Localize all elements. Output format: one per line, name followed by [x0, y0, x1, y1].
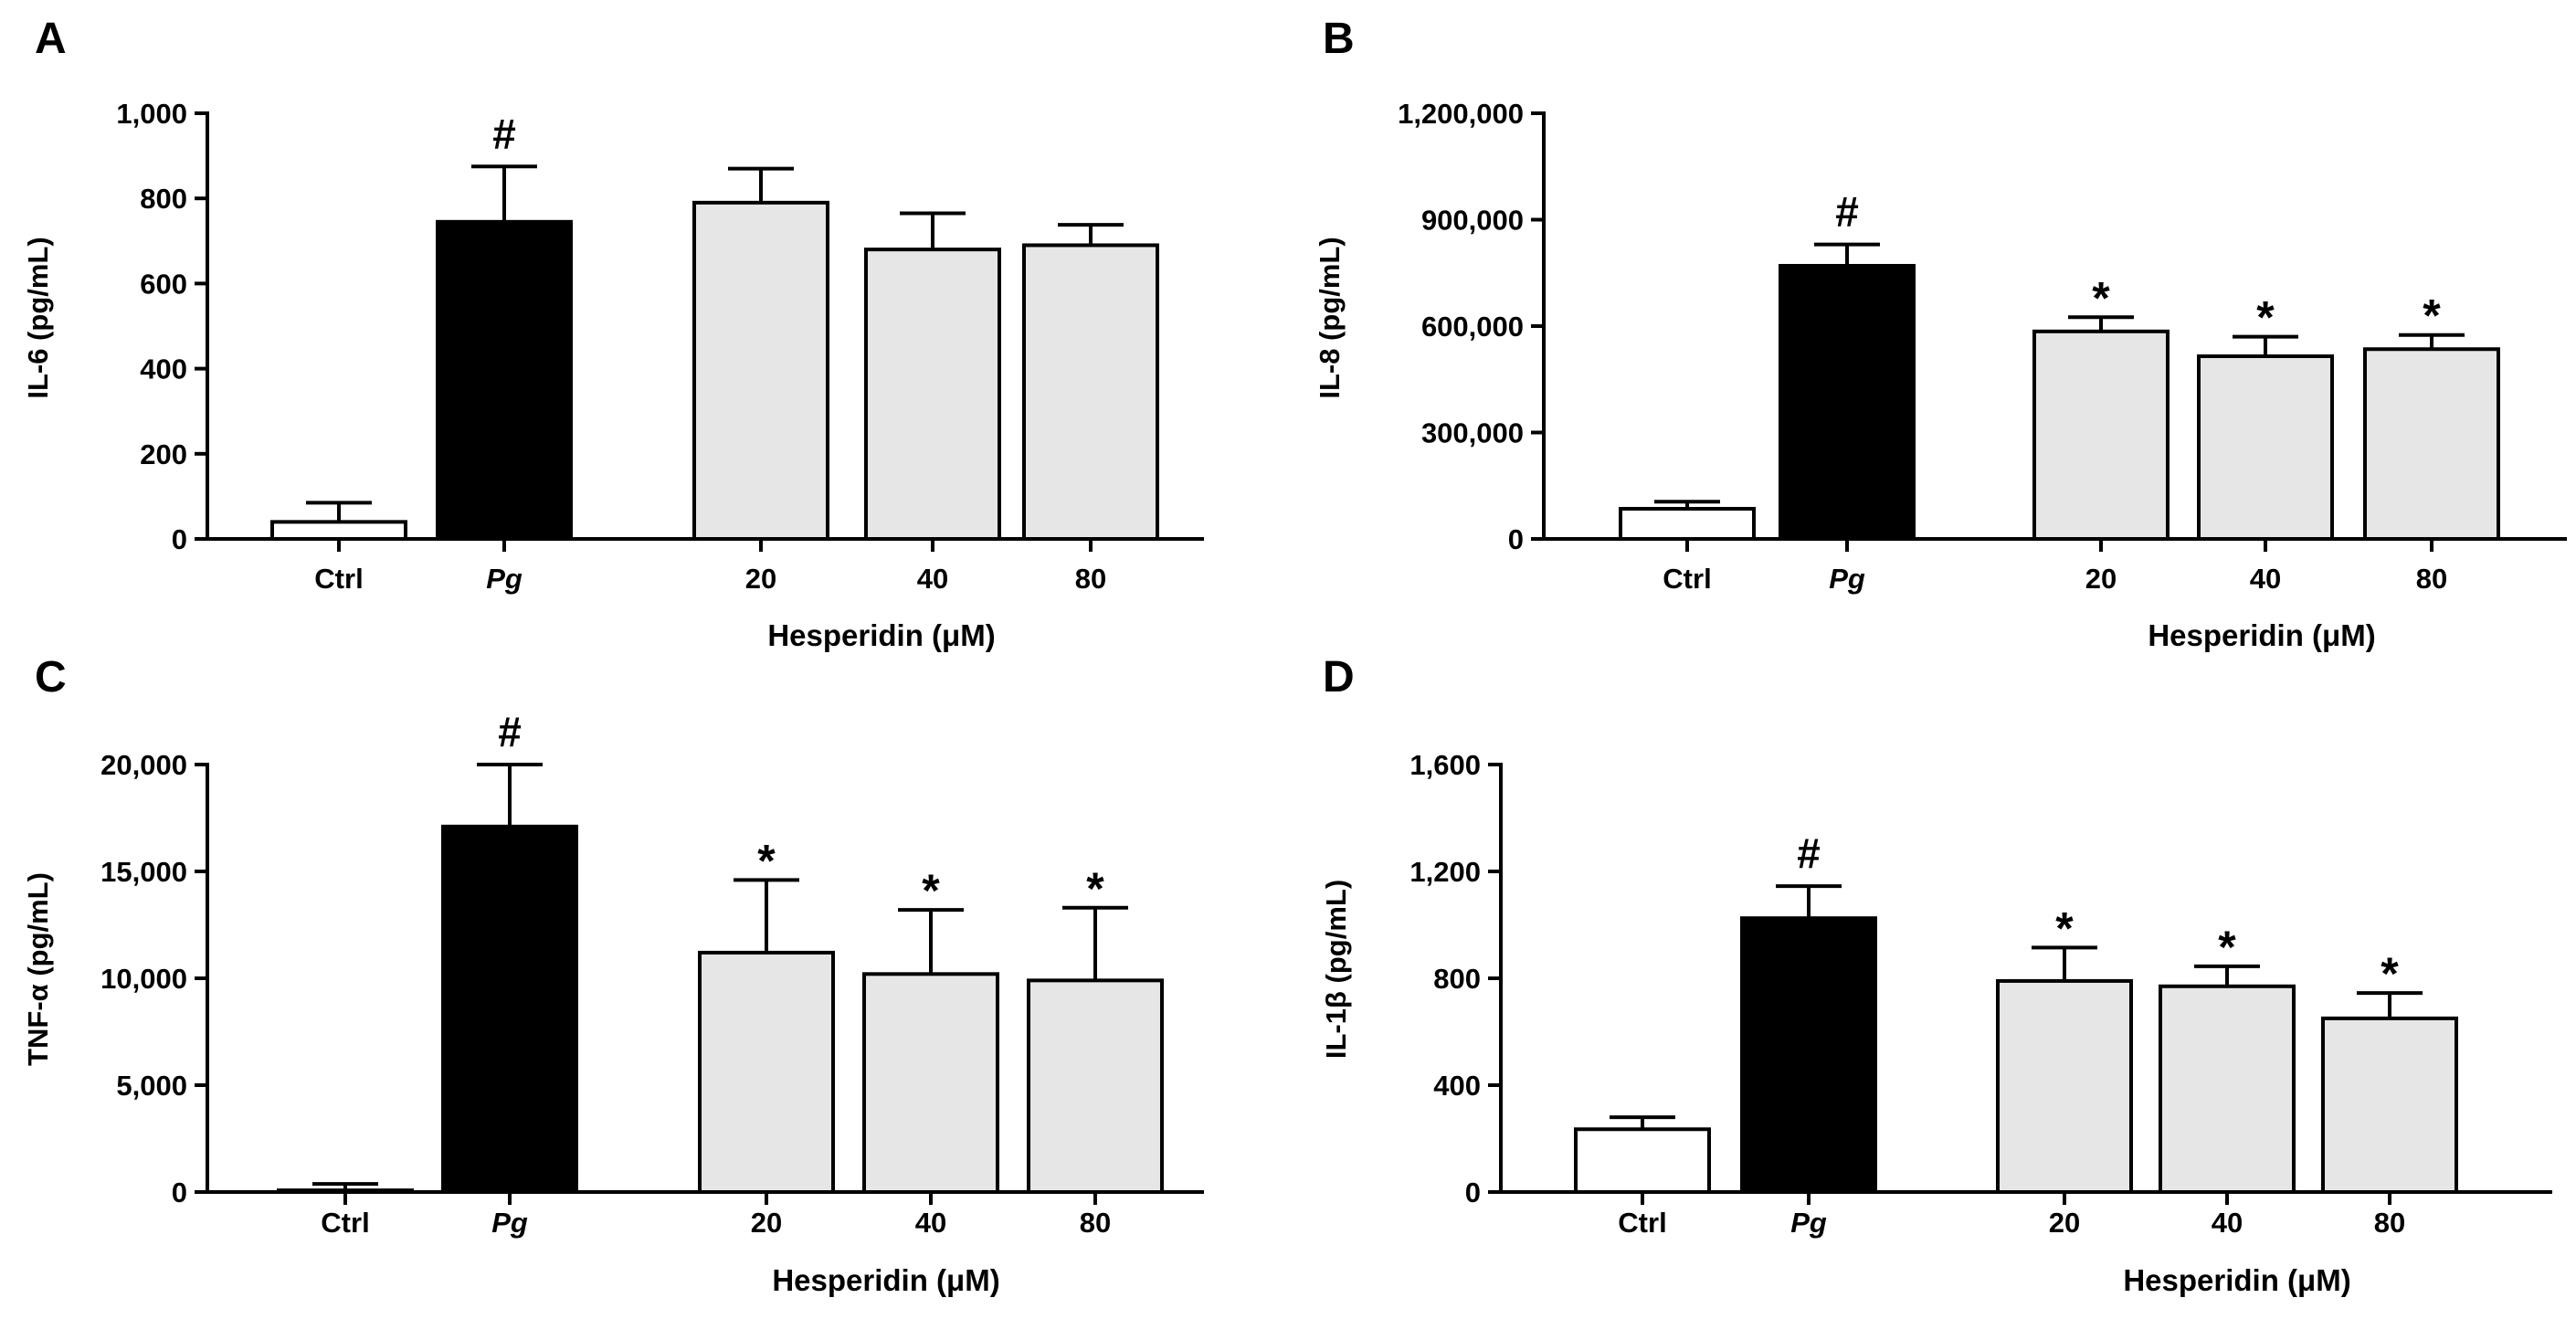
x-tick-label: 40 [2212, 1207, 2243, 1239]
x-tick-label: Ctrl [314, 563, 363, 595]
plot-area: # * * * 0 5,000 10,000 15,000 20,000 Ctrl Pg 20 40 80 [100, 708, 1204, 1239]
y-axis-label: IL-6 (pg/mL) [22, 237, 54, 398]
bar-hesperidin-20 [692, 200, 829, 542]
x-tick-label: Pg [1829, 563, 1865, 595]
significance-asterisk: * [1086, 863, 1104, 914]
x-tick-label: 20 [745, 563, 776, 595]
significance-hash: # [492, 110, 516, 157]
x-axis-label: Hesperidin (μM) [772, 1263, 999, 1297]
significance-asterisk: * [2423, 290, 2441, 342]
bar-hesperidin-40 [2159, 984, 2296, 1194]
y-tick-label: 600,000 [1421, 311, 1524, 343]
bar-hesperidin-20 [698, 950, 835, 1194]
y-tick-label: 1,000 [116, 98, 187, 130]
y-tick-label: 0 [172, 523, 187, 555]
x-tick-label: 20 [2049, 1207, 2080, 1239]
x-tick-label: 20 [751, 1207, 782, 1239]
x-tick-label: Ctrl [321, 1207, 369, 1239]
x-tick-label: 80 [2374, 1207, 2405, 1239]
x-axis-label: Hesperidin (μM) [767, 618, 995, 652]
y-tick-label: 400 [1433, 1070, 1481, 1102]
y-axis-label: IL-8 (pg/mL) [1314, 237, 1346, 398]
x-tick-label: 80 [2416, 563, 2447, 595]
y-tick-label: 15,000 [100, 856, 187, 888]
y-tick-label: 800 [140, 183, 187, 215]
significance-asterisk: * [2218, 922, 2236, 973]
panel-letter: B [1323, 15, 1355, 63]
x-tick-label: 80 [1080, 1207, 1111, 1239]
bar-ctrl [1574, 1127, 1711, 1195]
y-tick-label: 400 [140, 353, 187, 385]
bar-hesperidin-80 [1022, 243, 1159, 541]
y-axis-label: TNF-α (pg/mL) [22, 872, 54, 1066]
y-tick-label: 5,000 [116, 1070, 187, 1102]
y-tick-label: 200 [140, 438, 187, 470]
y-tick-label: 900,000 [1421, 205, 1524, 237]
x-tick-label: Pg [491, 1207, 528, 1239]
x-axis-label: Hesperidin (μM) [2148, 618, 2375, 652]
bar-hesperidin-80 [2321, 1016, 2458, 1194]
plot-area: # * * * 0 400 800 1,200 1,600 Ctrl Pg 20 40 80 [1409, 749, 2552, 1239]
y-tick-label: 1,600 [1409, 749, 1481, 781]
bar-pg [441, 824, 578, 1195]
bar-hesperidin-40 [2197, 354, 2334, 541]
y-tick-label: 0 [1508, 523, 1524, 555]
x-tick-label: Ctrl [1663, 563, 1711, 595]
bar-pg [436, 219, 573, 542]
bar-hesperidin-20 [1996, 978, 2133, 1194]
panel-letter: C [35, 653, 67, 702]
significance-hash: # [498, 708, 522, 755]
bar-hesperidin-20 [2032, 329, 2170, 542]
x-tick-label: Pg [486, 563, 523, 595]
y-tick-label: 300,000 [1421, 417, 1524, 449]
y-tick-label: 1,200,000 [1398, 98, 1524, 130]
bar-hesperidin-80 [1027, 978, 1164, 1194]
y-tick-label: 0 [1465, 1177, 1481, 1208]
panel-letter: D [1323, 653, 1355, 702]
y-axis-label: IL-1β (pg/mL) [1320, 880, 1352, 1059]
x-tick-label: 40 [915, 1207, 946, 1239]
bar-hesperidin-80 [2363, 347, 2500, 541]
significance-asterisk: * [757, 835, 776, 886]
panel-d: D IL-1β (pg/mL) Hesperidin (μM) # * * * 0 400… [1320, 653, 2552, 1297]
x-axis-label: Hesperidin (μM) [2123, 1263, 2350, 1297]
panel-b: B IL-8 (pg/mL) Hesperidin (μM) # * * * 0 300,… [1314, 15, 2567, 652]
bar-ctrl [270, 520, 407, 541]
plot-area: # * * * 0 300,000 600,000 900,000 1,200,000 Ctrl P… [1398, 98, 2567, 595]
significance-asterisk: * [2256, 292, 2275, 343]
x-tick-label: 40 [2250, 563, 2281, 595]
bar-pg [1779, 263, 1916, 541]
panel-letter: A [35, 15, 67, 63]
y-tick-label: 1,200 [1409, 856, 1481, 888]
panel-c: C TNF-α (pg/mL) Hesperidin (μM) # * * * 0 5,0… [22, 653, 1204, 1297]
significance-asterisk: * [2055, 902, 2074, 954]
panel-a: A IL-6 (pg/mL) Hesperidin (μM) #0 200 400 6… [22, 15, 1204, 652]
x-tick-label: Ctrl [1618, 1207, 1666, 1239]
bar-ctrl [1619, 506, 1756, 541]
y-tick-label: 800 [1433, 963, 1481, 995]
x-tick-label: 40 [917, 563, 948, 595]
bar-hesperidin-40 [862, 972, 999, 1194]
bar-hesperidin-40 [864, 248, 1001, 541]
x-tick-label: 20 [2085, 563, 2117, 595]
significance-asterisk: * [2381, 948, 2399, 999]
y-tick-label: 600 [140, 268, 187, 300]
significance-hash: # [1835, 188, 1859, 236]
x-tick-label: Pg [1790, 1207, 1827, 1239]
y-tick-label: 0 [172, 1177, 187, 1208]
y-tick-label: 20,000 [100, 749, 187, 781]
bar-pg [1740, 916, 1877, 1194]
plot-area: #0 200 400 600 800 1,000 Ctrl Pg 20 40 80 [116, 98, 1204, 595]
significance-asterisk: * [2092, 272, 2110, 323]
x-tick-label: 80 [1075, 563, 1106, 595]
significance-hash: # [1797, 829, 1821, 877]
y-tick-label: 10,000 [100, 963, 187, 995]
significance-asterisk: * [922, 865, 940, 916]
